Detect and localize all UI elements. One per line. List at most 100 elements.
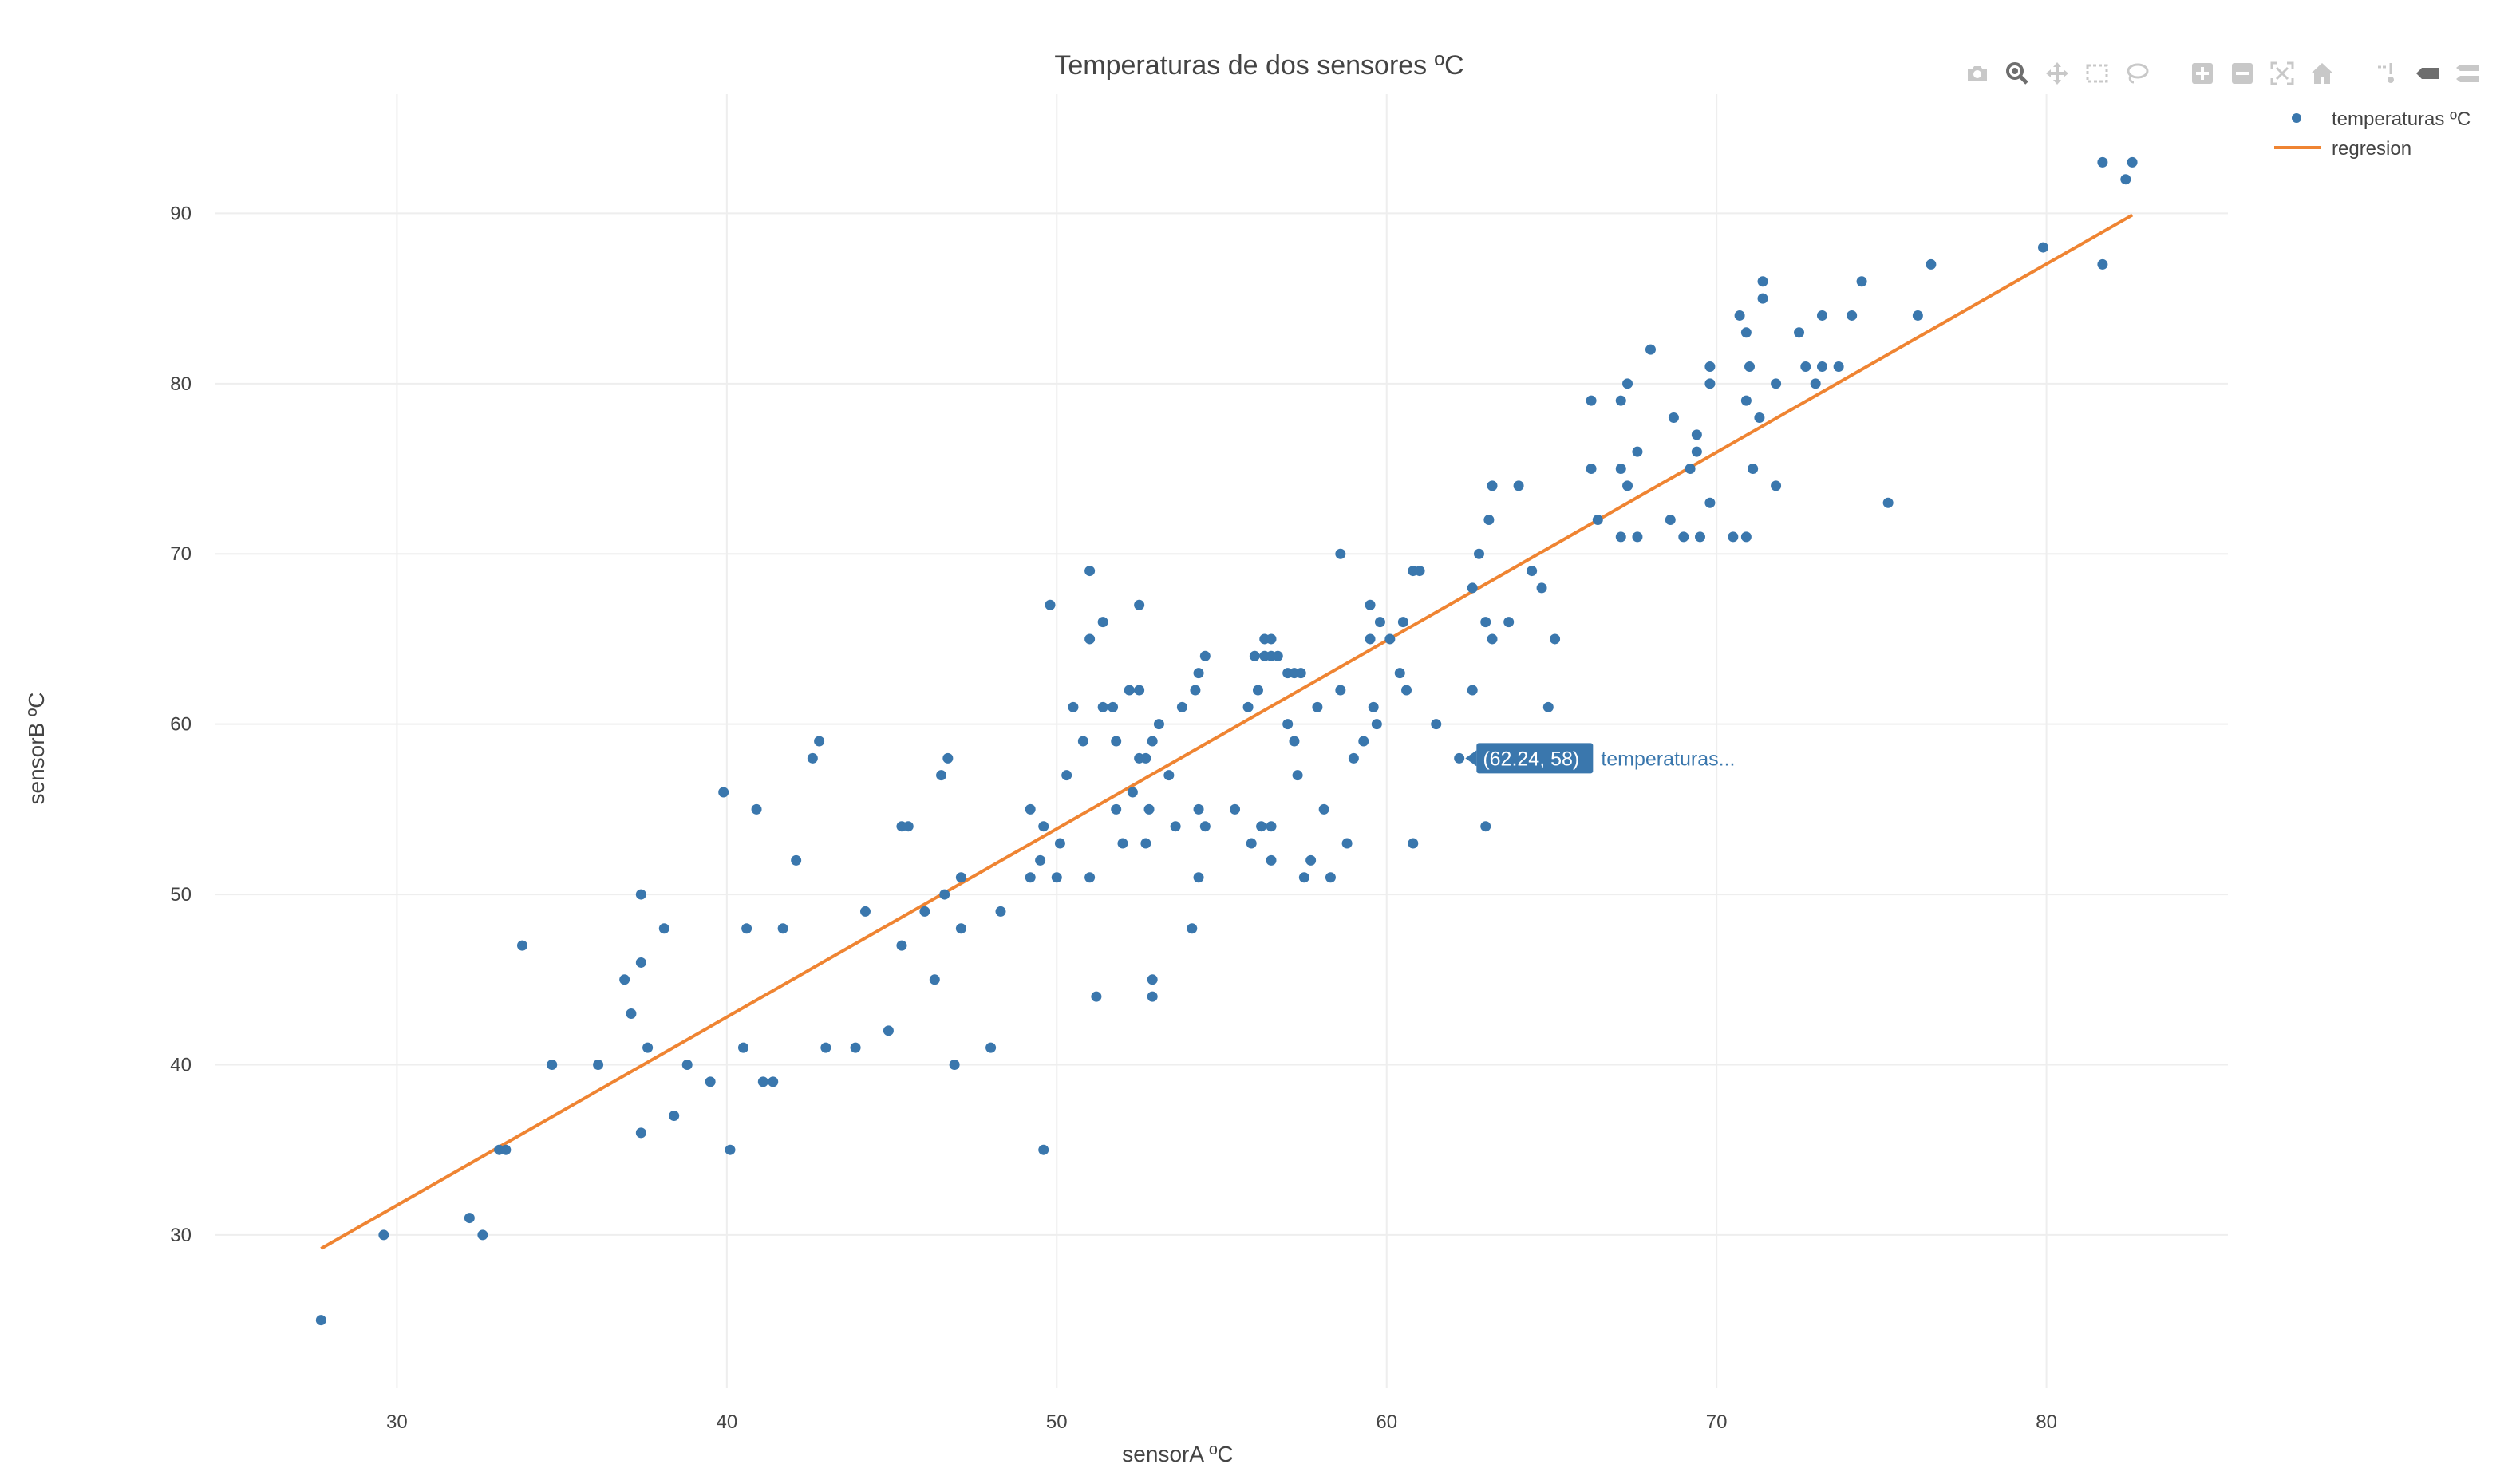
data-point[interactable] <box>1757 293 1768 304</box>
data-point[interactable] <box>1134 685 1145 696</box>
data-point[interactable] <box>635 889 646 900</box>
zoom-out-button[interactable] <box>2228 59 2257 88</box>
zoom-in-button[interactable] <box>2188 59 2217 88</box>
data-point[interactable] <box>1615 395 1626 406</box>
data-point[interactable] <box>883 1025 894 1036</box>
data-point[interactable] <box>1586 395 1597 406</box>
data-point[interactable] <box>1691 446 1702 457</box>
data-point[interactable] <box>658 923 669 934</box>
data-point[interactable] <box>1190 685 1201 696</box>
data-point[interactable] <box>1833 361 1844 372</box>
data-point[interactable] <box>464 1213 475 1224</box>
data-point[interactable] <box>1084 872 1096 883</box>
data-point[interactable] <box>929 974 940 985</box>
data-point[interactable] <box>741 923 752 934</box>
data-point[interactable] <box>1622 378 1633 389</box>
data-point[interactable] <box>1365 599 1376 610</box>
data-point[interactable] <box>1272 650 1283 661</box>
data-point[interactable] <box>1084 633 1096 645</box>
data-point[interactable] <box>919 906 930 917</box>
data-point[interactable] <box>1289 736 1300 747</box>
plot-area[interactable] <box>215 94 2228 1388</box>
data-point[interactable] <box>751 803 762 815</box>
data-point[interactable] <box>2097 156 2108 168</box>
data-point[interactable] <box>1734 310 1745 321</box>
data-point[interactable] <box>1163 770 1175 781</box>
data-point[interactable] <box>2097 258 2108 270</box>
data-point[interactable] <box>635 1127 646 1139</box>
data-point[interactable] <box>2120 174 2131 185</box>
data-point[interactable] <box>1384 633 1396 645</box>
legend-item-temperaturas[interactable]: temperaturas ºC <box>2292 109 2471 130</box>
data-point[interactable] <box>1305 854 1317 866</box>
camera-button[interactable] <box>1963 59 1992 88</box>
data-point[interactable] <box>1266 854 1277 866</box>
data-point[interactable] <box>949 1060 960 1070</box>
data-point[interactable] <box>1077 736 1088 747</box>
data-point[interactable] <box>1527 566 1538 577</box>
legend-item-regresion[interactable]: regresion <box>2274 138 2411 160</box>
data-point[interactable] <box>1054 838 1065 849</box>
data-point[interactable] <box>1615 531 1626 543</box>
box-select-button[interactable] <box>2083 59 2111 88</box>
data-point[interactable] <box>500 1144 512 1155</box>
data-point[interactable] <box>1513 480 1524 491</box>
data-point[interactable] <box>1266 821 1277 832</box>
data-point[interactable] <box>955 923 966 934</box>
data-point[interactable] <box>1230 803 1241 815</box>
data-point[interactable] <box>547 1060 558 1070</box>
data-point[interactable] <box>1740 531 1752 543</box>
data-point[interactable] <box>1358 736 1369 747</box>
data-point[interactable] <box>1246 838 1257 849</box>
data-point[interactable] <box>1111 803 1122 815</box>
data-point[interactable] <box>1147 974 1158 985</box>
data-point[interactable] <box>725 1144 736 1155</box>
data-point[interactable] <box>1694 531 1705 543</box>
data-point[interactable] <box>1335 548 1346 559</box>
data-point[interactable] <box>681 1060 693 1070</box>
data-point[interactable] <box>1147 991 1158 1002</box>
data-point[interactable] <box>1038 1144 1049 1155</box>
data-point[interactable] <box>1368 701 1379 712</box>
data-point[interactable] <box>1754 412 1765 423</box>
data-point[interactable] <box>1061 770 1072 781</box>
data-point[interactable] <box>850 1042 861 1053</box>
data-point[interactable] <box>955 872 966 883</box>
data-point[interactable] <box>1199 821 1211 832</box>
data-point[interactable] <box>939 889 950 900</box>
data-point[interactable] <box>1325 872 1336 883</box>
data-point[interactable] <box>1292 770 1303 781</box>
data-point[interactable] <box>1586 464 1597 475</box>
data-point[interactable] <box>1704 378 1716 389</box>
hover-compare-button[interactable] <box>2453 59 2482 88</box>
data-point[interactable] <box>1117 838 1128 849</box>
data-point[interactable] <box>378 1229 389 1241</box>
data-point[interactable] <box>936 770 947 781</box>
data-point[interactable] <box>1127 787 1138 798</box>
data-point[interactable] <box>1691 429 1702 440</box>
data-point[interactable] <box>1483 515 1495 526</box>
data-point[interactable] <box>1542 701 1554 712</box>
data-point[interactable] <box>1668 412 1679 423</box>
data-point[interactable] <box>619 974 630 985</box>
data-point[interactable] <box>1084 566 1096 577</box>
data-point[interactable] <box>1124 685 1135 696</box>
data-point[interactable] <box>903 821 914 832</box>
data-point[interactable] <box>1487 633 1498 645</box>
data-point[interactable] <box>1665 515 1676 526</box>
data-point[interactable] <box>1091 991 1102 1002</box>
data-point[interactable] <box>859 906 871 917</box>
data-point[interactable] <box>1397 617 1408 628</box>
data-point[interactable] <box>1473 548 1484 559</box>
data-point[interactable] <box>1266 633 1277 645</box>
data-point[interactable] <box>1847 310 1858 321</box>
data-point[interactable] <box>1487 480 1498 491</box>
zoom-button[interactable] <box>2003 59 2032 88</box>
data-point[interactable] <box>635 957 646 968</box>
data-point[interactable] <box>1193 803 1204 815</box>
data-point[interactable] <box>1467 582 1478 594</box>
data-point[interactable] <box>1926 258 1937 270</box>
data-point[interactable] <box>1170 821 1181 832</box>
data-point[interactable] <box>791 854 802 866</box>
data-point[interactable] <box>738 1042 749 1053</box>
